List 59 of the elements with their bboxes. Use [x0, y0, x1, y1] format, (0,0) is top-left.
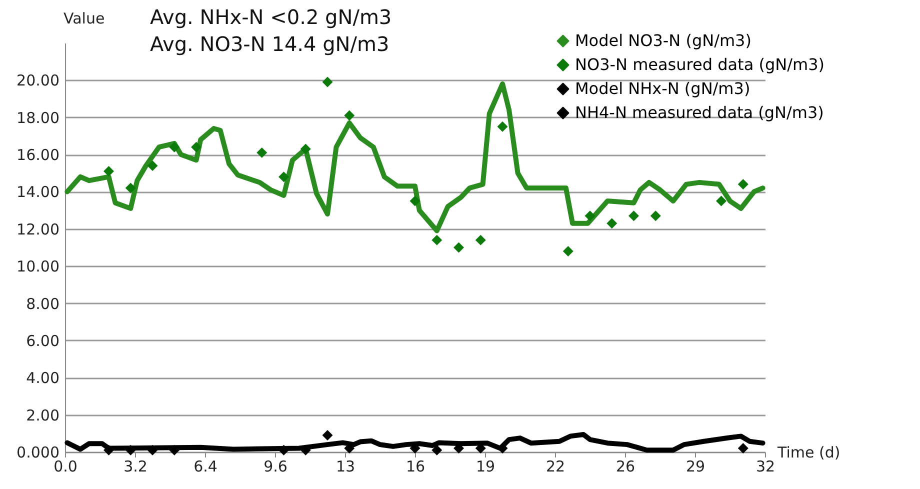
y-tick-label: 12.00	[16, 220, 60, 238]
y-tick-label: 4.00	[26, 369, 60, 388]
point	[169, 444, 180, 456]
y-tick-label: 6.00	[26, 332, 60, 350]
point	[278, 444, 289, 456]
point	[454, 242, 464, 253]
point	[147, 160, 158, 171]
point	[497, 121, 508, 132]
x-axis-title: Time (d)	[776, 444, 840, 462]
y-tick-label: 2.00	[26, 406, 60, 424]
legend-label: Model NHx-N (gN/m3)	[575, 79, 750, 98]
y-tick-label: 16.00	[16, 146, 60, 164]
x-tick-label: 29	[686, 458, 706, 476]
point	[475, 234, 486, 246]
point	[322, 430, 333, 441]
x-tick-label: 26	[616, 458, 636, 476]
point	[628, 210, 639, 222]
point	[562, 246, 574, 256]
y-axis-title: Value	[64, 10, 105, 28]
x-tick-label: 16	[406, 458, 426, 476]
point	[169, 142, 180, 152]
point	[410, 196, 420, 206]
point	[738, 443, 748, 454]
point	[344, 110, 355, 121]
point	[278, 172, 289, 182]
point	[300, 444, 311, 456]
point	[650, 210, 661, 222]
x-tick-label: 9.6	[264, 458, 288, 476]
x-tick-label: 19	[476, 458, 496, 476]
point	[584, 210, 596, 222]
y-tick-label: 18.00	[16, 108, 60, 127]
point	[716, 196, 726, 206]
annotation: Avg. NO3-N 14.4 gN/m3	[150, 32, 390, 56]
point	[432, 444, 442, 456]
text: Avg. NHx-N <0.2 gN/m3	[150, 5, 392, 29]
x-tick-label: 13	[336, 458, 356, 476]
point	[125, 444, 136, 456]
x-tick-label: 22	[546, 458, 566, 476]
point	[191, 142, 202, 152]
x-tick-label: 32	[756, 458, 776, 476]
point	[300, 144, 311, 154]
y-tick-label: 10.00	[16, 258, 60, 276]
point	[738, 179, 748, 190]
point	[606, 218, 618, 229]
point	[104, 166, 114, 177]
y-tick-label: 20.00	[16, 72, 60, 90]
y-tick-label: 14.00	[16, 183, 60, 202]
legend-label: NH4-N measured data (gN/m3)	[575, 103, 824, 122]
point	[256, 147, 268, 158]
legend-label: Model NO3-N (gN/m3)	[575, 31, 752, 50]
point	[322, 76, 333, 88]
point	[104, 444, 114, 456]
x-tick-label: 3.2	[124, 458, 148, 476]
y-tick-label: 8.00	[26, 294, 60, 313]
legend-label: NO3-N measured data (gN/m3)	[575, 55, 824, 74]
point	[125, 182, 136, 194]
point	[147, 444, 158, 456]
x-tick-label: 6.4	[194, 458, 218, 476]
point	[432, 234, 442, 246]
